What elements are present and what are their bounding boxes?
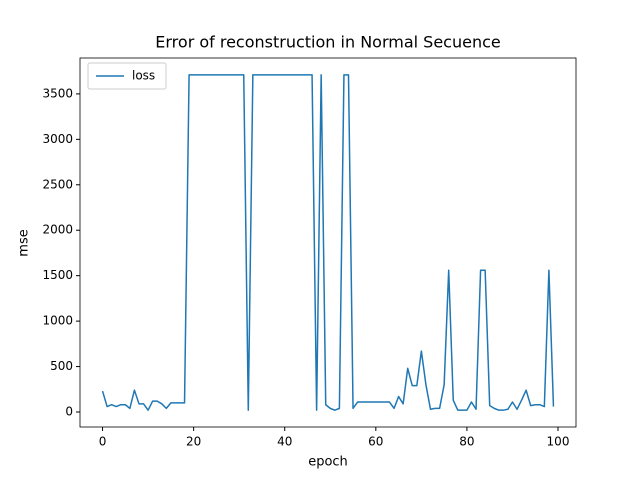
y-axis-label: mse [17, 229, 32, 256]
y-tick-label: 0 [65, 405, 73, 419]
x-tick-label: 40 [277, 435, 292, 449]
y-tick-label: 3500 [42, 86, 73, 100]
chart-title: Error of reconstruction in Normal Secuen… [155, 33, 500, 52]
y-tick-label: 1500 [42, 268, 73, 282]
x-tick-label: 80 [459, 435, 474, 449]
axes-frame [79, 57, 577, 428]
y-tick-label: 500 [50, 359, 73, 373]
line-series [101, 74, 555, 411]
y-tick-label: 2500 [42, 177, 73, 191]
legend-label: loss [132, 69, 155, 83]
x-tick-label: 0 [99, 435, 107, 449]
legend-box [87, 62, 167, 90]
y-tick-label: 2000 [42, 223, 73, 237]
x-tick-label: 60 [368, 435, 383, 449]
x-tick-label: 100 [547, 435, 570, 449]
y-tick-label: 3000 [42, 132, 73, 146]
x-tick-label: 20 [186, 435, 201, 449]
y-tick-label: 1000 [42, 314, 73, 328]
x-axis-label: epoch [308, 455, 348, 470]
